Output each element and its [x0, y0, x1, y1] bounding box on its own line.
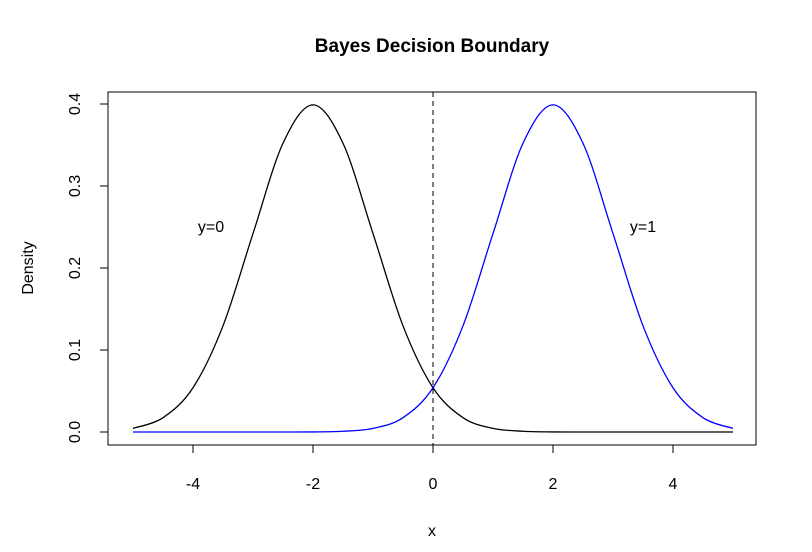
y-axis: 0.0 0.1 0.2 0.3 0.4	[67, 93, 109, 443]
series-line-1	[132, 104, 734, 433]
x-tick-label: -2	[306, 476, 320, 493]
series-line-0	[132, 104, 733, 433]
series-layer	[132, 92, 734, 445]
y-tick-label: 0.0	[67, 421, 84, 443]
y-tick-label: 0.4	[67, 93, 84, 115]
x-axis-label: x	[428, 523, 436, 540]
y-tick-label: 0.3	[67, 175, 84, 197]
x-tick-label: 2	[549, 476, 558, 493]
x-tick-label: -4	[186, 476, 200, 493]
y-tick-label: 0.2	[67, 257, 84, 279]
plot-frame	[107, 91, 757, 446]
y-axis-label: Density	[20, 241, 37, 294]
x-tick-label: 4	[669, 476, 678, 493]
annotation-layer: y=0 y=1	[198, 219, 656, 236]
chart-title: Bayes Decision Boundary	[315, 36, 550, 57]
x-axis: -4 -2 0 2 4	[186, 444, 678, 493]
y-tick-label: 0.1	[67, 339, 84, 361]
annotation-label: y=1	[630, 219, 656, 236]
x-tick-label: 0	[429, 476, 438, 493]
annotation-label: y=0	[198, 219, 224, 236]
